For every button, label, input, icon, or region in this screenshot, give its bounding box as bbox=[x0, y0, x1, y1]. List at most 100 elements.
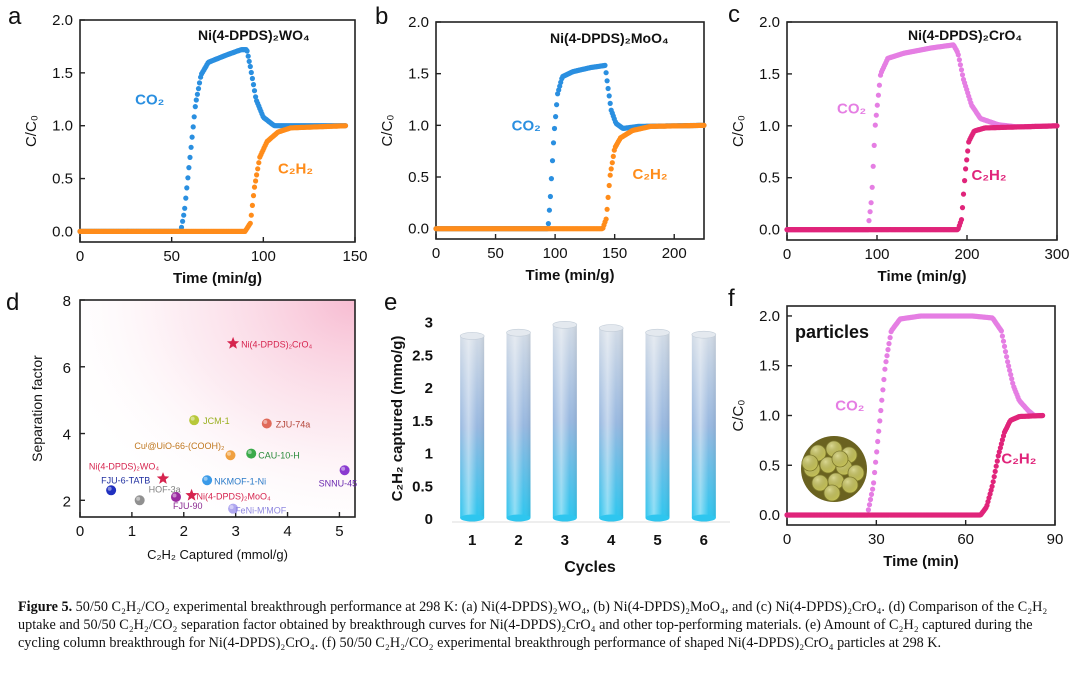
data-point bbox=[182, 205, 188, 211]
bar-base bbox=[460, 514, 485, 522]
circle-marker bbox=[228, 503, 239, 514]
x-tick-label: 50 bbox=[487, 245, 504, 262]
data-point bbox=[547, 193, 554, 200]
data-point bbox=[1008, 372, 1014, 378]
panel-d-background bbox=[80, 300, 355, 517]
data-point bbox=[1006, 363, 1012, 369]
y-tick-label: 1.5 bbox=[52, 65, 73, 82]
co2-label: CO₂ bbox=[837, 100, 866, 117]
y-axis-label: Separation factor bbox=[29, 355, 45, 462]
x-tick-label: 2 bbox=[514, 532, 522, 549]
y-axis-label: C/C₀ bbox=[379, 114, 396, 146]
marker-highlight bbox=[226, 451, 231, 456]
y-tick-label: 6 bbox=[63, 360, 71, 377]
x-tick-label: 150 bbox=[342, 248, 367, 265]
data-point bbox=[1000, 338, 1007, 344]
data-point bbox=[868, 200, 874, 206]
panel-f: 0 30 60 90 0.0 0.5 1.0 1.5 2.0 Time (min) C/C₀ part… bbox=[730, 305, 1063, 570]
data-point bbox=[180, 218, 186, 224]
circle-marker bbox=[189, 415, 200, 426]
data-point bbox=[992, 468, 998, 474]
data-point bbox=[960, 191, 967, 197]
data-point bbox=[253, 94, 259, 100]
data-point bbox=[1007, 367, 1013, 373]
data-point bbox=[249, 202, 255, 208]
data-point bbox=[876, 82, 883, 88]
data-point bbox=[955, 52, 961, 58]
y-tick-label: 2.0 bbox=[759, 308, 780, 325]
data-point bbox=[874, 102, 880, 108]
data-point bbox=[606, 93, 612, 99]
y-tick-label: 2.0 bbox=[408, 14, 429, 31]
data-point bbox=[607, 172, 613, 178]
panel-b-frame bbox=[435, 21, 705, 240]
data-point bbox=[606, 182, 612, 189]
point-label: Ni(4-DPDS)₂CrO₄ bbox=[241, 339, 312, 349]
y-tick-label: 3 bbox=[425, 315, 433, 332]
y-tick-label: 0.0 bbox=[759, 222, 780, 239]
data-point bbox=[191, 114, 197, 120]
figure-caption: Figure 5. 50/50 C₂H₂/CO₂ experimental br… bbox=[18, 598, 1068, 652]
data-point bbox=[548, 176, 555, 182]
point-label: CAU-10-H bbox=[258, 451, 300, 461]
series-c2h2 bbox=[784, 123, 1060, 233]
data-point bbox=[886, 341, 892, 347]
data-point bbox=[964, 157, 970, 163]
bar-shine bbox=[599, 328, 624, 518]
data-point bbox=[875, 438, 881, 445]
data-point bbox=[872, 469, 878, 476]
data-point bbox=[190, 124, 196, 130]
data-point bbox=[247, 63, 253, 70]
data-point bbox=[183, 195, 189, 201]
data-point bbox=[246, 58, 252, 64]
circle-marker bbox=[134, 495, 145, 506]
data-point bbox=[245, 53, 251, 59]
data-point bbox=[554, 102, 560, 108]
y-axis-label: C/C₀ bbox=[730, 399, 747, 431]
c2h2-label: C₂H₂ bbox=[972, 167, 1007, 184]
particle-shine bbox=[832, 451, 848, 467]
c2h2-label: C₂H₂ bbox=[633, 166, 668, 183]
point-label: FJU-90 bbox=[173, 501, 203, 511]
marker-highlight bbox=[136, 496, 141, 501]
x-tick-label: 100 bbox=[864, 246, 889, 263]
data-point bbox=[608, 166, 614, 172]
data-point bbox=[881, 376, 887, 383]
data-point bbox=[609, 160, 615, 166]
series-c2h2 bbox=[784, 412, 1046, 518]
data-point bbox=[1005, 359, 1011, 365]
bar-base bbox=[506, 514, 531, 522]
marker-highlight bbox=[107, 486, 112, 491]
bar-cap bbox=[552, 321, 578, 329]
marker-highlight bbox=[341, 466, 346, 471]
x-tick-label: 300 bbox=[1044, 246, 1069, 263]
x-tick-label: 200 bbox=[954, 246, 979, 263]
panel-letter-d: d bbox=[6, 289, 19, 316]
c2h2-label: C₂H₂ bbox=[278, 160, 313, 177]
data-point bbox=[603, 70, 609, 76]
star-marker bbox=[185, 488, 198, 501]
data-point bbox=[186, 165, 192, 171]
series-co2 bbox=[433, 62, 707, 232]
particles-photo bbox=[801, 436, 867, 502]
data-point bbox=[868, 491, 875, 497]
x-tick-label: 60 bbox=[957, 531, 974, 548]
bar-cap bbox=[691, 330, 717, 339]
data-point bbox=[342, 123, 349, 129]
data-point bbox=[882, 366, 888, 372]
point-label: SNNU-45 bbox=[319, 478, 358, 488]
data-point bbox=[546, 207, 553, 213]
point-label: ZJU-74a bbox=[276, 420, 311, 430]
data-point bbox=[178, 224, 185, 230]
data-point bbox=[187, 154, 193, 160]
y-tick-label: 2.0 bbox=[759, 14, 780, 31]
x-tick-label: 0 bbox=[783, 531, 791, 548]
particle-shine bbox=[842, 477, 858, 493]
y-tick-label: 1.5 bbox=[408, 66, 429, 83]
data-point bbox=[701, 122, 707, 128]
y-tick-label: 1.0 bbox=[759, 408, 780, 425]
panel-letter-f: f bbox=[728, 285, 735, 312]
data-point bbox=[867, 496, 874, 503]
data-point bbox=[251, 88, 258, 94]
data-point bbox=[989, 483, 995, 489]
